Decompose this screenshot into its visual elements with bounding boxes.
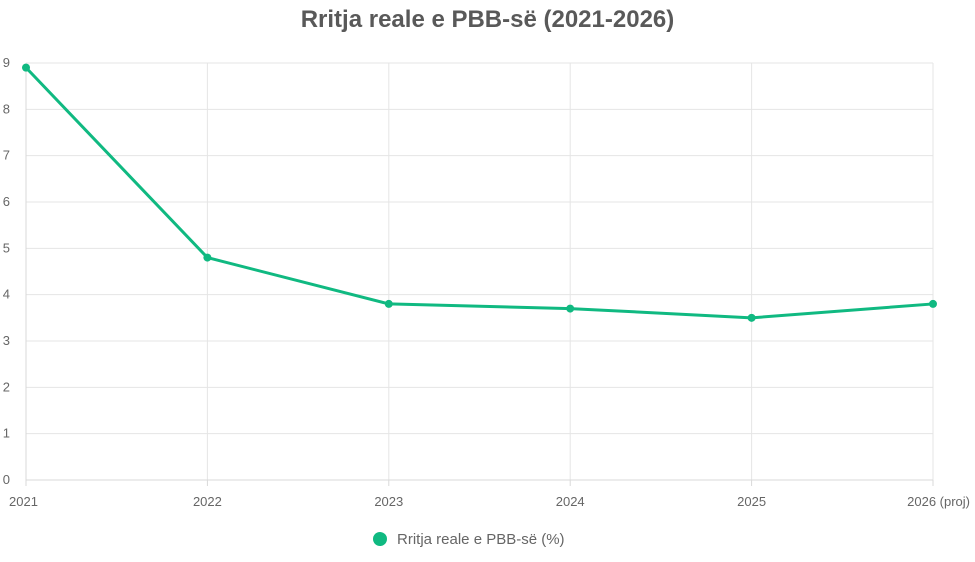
axes	[25, 63, 934, 486]
y-tick-label: 9	[3, 55, 10, 70]
y-tick-label: 0	[3, 472, 10, 487]
y-tick-label: 4	[3, 287, 10, 302]
series-layer	[22, 63, 937, 322]
chart-title: Rritja reale e PBB-së (2021-2026)	[300, 6, 675, 33]
x-tick-label: 2026 (proj)	[907, 494, 970, 509]
y-tick-label: 5	[3, 240, 10, 255]
y-tick-label: 6	[3, 194, 10, 209]
x-tick-label: 2025	[737, 494, 766, 509]
series-line	[24, 66, 935, 320]
legend-marker[interactable]	[373, 532, 387, 546]
legend[interactable]: Rritja reale e PBB-së (%)	[373, 531, 565, 548]
x-tick-label: 2023	[374, 494, 403, 509]
data-point[interactable]	[203, 253, 212, 262]
x-tick-label: 2021	[9, 494, 38, 509]
data-point[interactable]	[384, 299, 393, 308]
y-axis-ticks: 0 1 2 3 4 5 6 7 8 9	[3, 55, 10, 487]
x-axis-ticks: 2021 2022 2023 2024 2025 2026 (proj)	[9, 494, 970, 509]
y-tick-label: 2	[3, 379, 10, 394]
y-tick-label: 7	[3, 148, 10, 163]
y-tick-label: 8	[3, 101, 10, 116]
x-tick-label: 2022	[193, 494, 222, 509]
data-point[interactable]	[566, 304, 575, 313]
data-point[interactable]	[22, 63, 30, 72]
y-tick-label: 3	[3, 333, 10, 348]
data-point[interactable]	[747, 313, 756, 322]
grid-lines	[26, 62, 934, 480]
x-tick-label: 2024	[556, 494, 585, 509]
y-tick-label: 1	[3, 426, 10, 441]
legend-label[interactable]: Rritja reale e PBB-së (%)	[397, 531, 565, 548]
data-point[interactable]	[929, 299, 937, 308]
